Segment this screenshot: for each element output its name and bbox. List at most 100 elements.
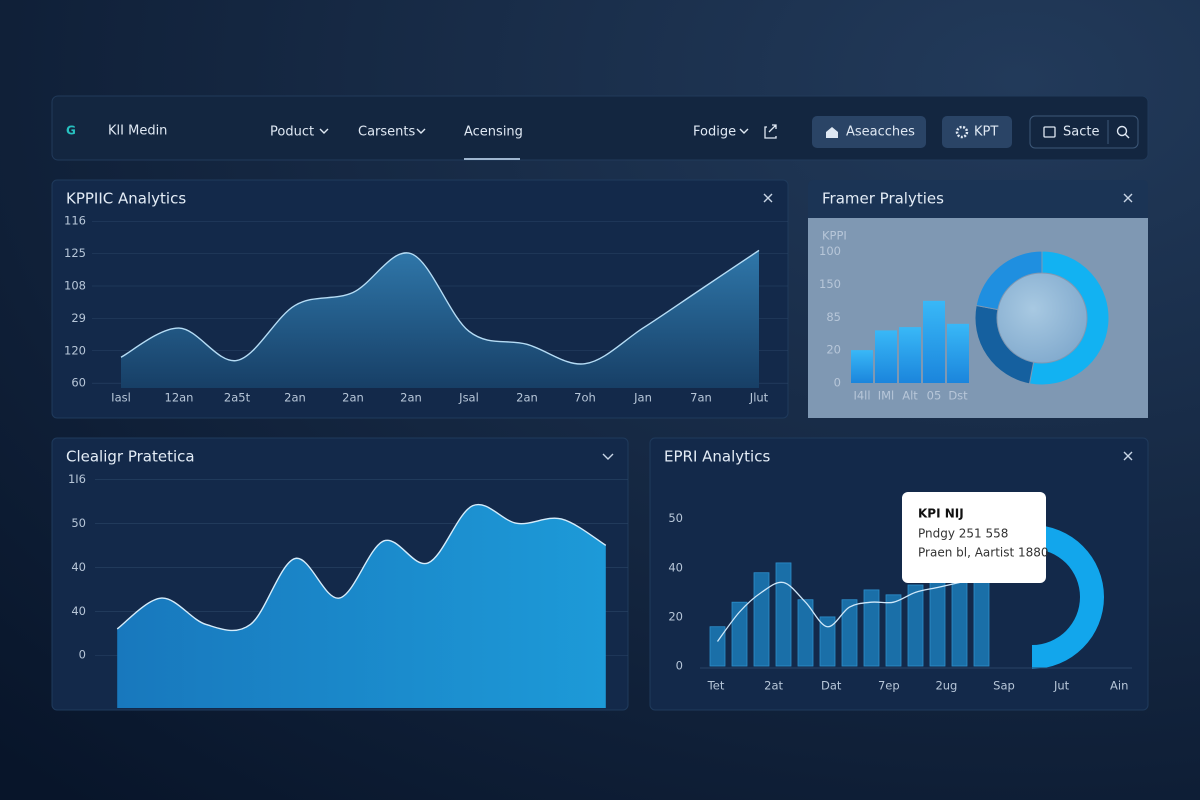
panel-title: Clealigr Pratetica [66,448,195,466]
donut-segment [1028,250,1110,386]
x-tick-label: Jlut [749,391,769,405]
nav-bar: G KlI Medin Poduct Carsents Acensing Fod… [51,95,1149,161]
logo[interactable]: G [66,124,76,138]
search-box[interactable] [1029,115,1139,149]
x-tick-label: 7oh [574,391,596,405]
bar [863,589,880,667]
x-tick-label: Jsal [458,391,479,405]
nav-item[interactable]: Fodige [693,125,736,140]
y-tick-label: 40 [71,560,86,574]
y-tick-label: 40 [71,604,86,618]
bar [875,330,897,383]
tooltip-line: Pndgy 251 558 [918,527,1008,541]
x-tick-label: IMl [878,389,895,403]
y-tick-label: 1I6 [68,472,86,486]
search-icon[interactable] [1116,125,1128,137]
y-tick-label: 0 [834,376,841,390]
y-tick-label: 40 [668,560,683,574]
x-tick-label: 2an [400,391,422,405]
x-tick-label: Jan [633,391,652,405]
y-tick-label: 116 [64,214,86,228]
area [117,504,606,708]
chevron [416,128,426,134]
tooltip-bg [902,492,1046,583]
x-tick-label: 2an [516,391,538,405]
bar [951,574,968,667]
bar [841,599,858,667]
button[interactable] [812,116,926,148]
home-icon [826,127,838,138]
x-tick-label: 7ep [878,679,900,693]
close-icon[interactable] [1123,451,1133,461]
tooltip-line: Praen bl, Aartist 1880 [918,546,1049,560]
chevron[interactable] [602,453,614,460]
bar [947,323,969,383]
gear-icon [955,125,969,139]
x-tick-label: 7an [690,391,712,405]
bar [973,579,990,667]
bar [797,599,814,667]
tooltip: KPI NIJ Pndgy 251 558 Praen bl, Aartist … [902,492,1049,583]
x-tick-label: Dst [948,389,968,403]
bar [885,594,902,667]
bar [819,616,836,667]
x-tick-label: Ain [1110,679,1128,693]
area [121,250,759,388]
button-label[interactable]: Aseacches [846,125,915,140]
brand[interactable]: KlI Medin [108,124,167,139]
y-tick-label: 125 [64,246,86,260]
panel-title: KPPIIC Analytics [66,190,186,208]
nav-item[interactable]: Carsents [358,125,415,140]
x-tick-label: Alt [902,389,918,403]
chevron [319,128,329,134]
donut-segment [975,250,1043,311]
y-tick-label: 150 [819,277,841,291]
line [116,503,607,632]
x-tick-label: 05 [927,389,942,403]
x-tick-label: Iasl [111,391,131,405]
panel-title: EPRI Analytics [664,448,770,466]
x-tick-label: Jut [1053,679,1070,693]
close-icon[interactable] [1123,193,1133,203]
bar [907,584,924,667]
y-tick-label: 20 [826,343,841,357]
y-tick-label: 29 [71,311,86,325]
button-label[interactable]: KPT [974,125,998,140]
nav-item[interactable]: Poduct [270,125,314,140]
charts: 60 120 29 108 125 116 Iasl 12an 2a5t 2an 2an 2an Jsa… [64,214,1132,708]
bar [775,562,792,667]
x-tick-label: Sap [993,679,1015,693]
search-icon-handle [1124,133,1130,139]
y-tick-label: 108 [64,279,86,293]
bar [709,626,726,667]
x-tick-label: I4ll [853,389,870,403]
y-tick-label: 50 [668,511,683,525]
line [120,249,760,365]
nav-item[interactable]: Acensing [464,125,523,140]
box-icon [1043,126,1056,138]
bar [753,572,770,667]
panel-title: Framer Pralyties [822,190,944,208]
line [716,577,982,642]
button[interactable] [942,116,1012,148]
x-tick-label: 12an [165,391,194,405]
panel-bg [649,437,1149,711]
x-tick-label: 2ug [935,679,957,693]
bar [923,300,945,383]
y-tick-label: 20 [668,609,683,623]
x-tick-label: 2an [342,391,364,405]
y-tick-label: 85 [826,310,841,324]
y-tick-label: 100 [819,244,841,258]
bar [899,327,921,383]
close-icon[interactable] [763,193,773,203]
button-label[interactable]: Sacte [1063,125,1099,140]
x-tick-label: 2a5t [224,391,251,405]
bar [731,601,748,667]
x-tick-label: 2an [284,391,306,405]
export-icon[interactable] [764,124,777,139]
y-tick-label: 50 [71,516,86,530]
gauge [1032,525,1104,669]
x-tick-label: Dat [821,679,842,693]
y-tick-label: 60 [71,376,86,390]
